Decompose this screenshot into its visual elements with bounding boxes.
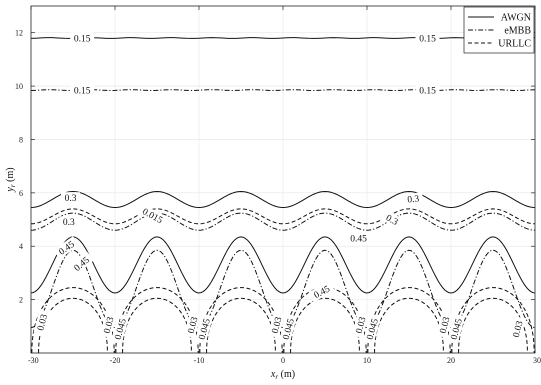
urllc-0045-contour [206, 297, 276, 354]
contour-label-bg [267, 311, 285, 339]
contour-label-bg [308, 281, 335, 303]
contour-label-bg [403, 192, 424, 206]
contour-label-bg [446, 313, 466, 345]
awgn-03-contour [30, 191, 536, 209]
contour-label-bg [346, 232, 371, 244]
y-tick-label: 12 [15, 29, 23, 38]
contour-label: 0.3 [403, 192, 424, 206]
contour-label-text: 0.03 [36, 313, 50, 332]
contour-label-bg [110, 313, 130, 345]
y-tick-label: 2 [19, 296, 23, 305]
x-tick-label: -30 [28, 356, 39, 365]
contour-label-bg [508, 315, 526, 343]
y-tick-label: 10 [15, 82, 23, 91]
urllc-0045-contour [122, 297, 192, 354]
contour-label-bg [61, 192, 80, 204]
contour-label-text: 0.03 [439, 316, 453, 335]
contour-label-bg [68, 251, 95, 276]
awgn-015-contour [30, 37, 536, 39]
contour-label-bg [137, 203, 169, 228]
legend: AWGN eMBB URLLC [463, 6, 535, 54]
contour-label-text: 0.3 [63, 218, 75, 228]
contour-label-bg [70, 32, 95, 44]
contour-label-text: 0.15 [74, 86, 91, 96]
contour-label-bg [362, 313, 382, 345]
legend-label: AWGN [501, 13, 531, 24]
contour-label-bg [415, 84, 440, 96]
contour-label-bg [415, 32, 440, 44]
contour-label-bg [194, 313, 214, 345]
contour-label: 0.3 [61, 192, 80, 204]
contour-label-bg [351, 311, 369, 339]
contour-label-bg [278, 313, 298, 345]
contour-label: 0.03 [183, 311, 201, 339]
contour-label-text: 0.03 [512, 320, 526, 339]
contour-label-bg [99, 311, 117, 339]
legend-label: URLLC [498, 39, 531, 50]
grid-lines [31, 6, 535, 353]
x-tick-label: 30 [533, 356, 541, 365]
contour-label-bg [33, 309, 51, 336]
contour-label-text: 0.03 [271, 316, 285, 335]
contour-label-bg [183, 311, 201, 339]
contour-label-text: 0.45 [350, 235, 367, 245]
contour-label-text: 0.15 [419, 34, 436, 44]
contour-label-text: 0.03 [355, 316, 369, 335]
contour-label: 0.45 [346, 232, 371, 245]
y-tick-label: 4 [19, 242, 23, 251]
contour-label-text: 0.3 [65, 194, 77, 204]
contour-label-text: 0.03 [187, 316, 201, 335]
contour-labels: 0.15 0.150.15 0.150.3 0.30.3 0.30.0150.450.4… [33, 32, 526, 345]
urllc-0045-contour [374, 297, 444, 354]
contour-label: 0.03 [508, 315, 526, 343]
awgn-045-contour [30, 236, 536, 294]
contour-label-bg [70, 84, 95, 96]
y-tick-label: 8 [19, 135, 23, 144]
urllc-003-contour [31, 287, 115, 354]
x-tick-label: -10 [194, 356, 205, 365]
contour-label-text: 0.15 [74, 34, 91, 44]
contour-label-text: 0.3 [407, 194, 420, 205]
embb-015-contour [30, 89, 536, 91]
x-tick-label: 0 [281, 356, 285, 365]
contour-label: 0.15 [415, 32, 440, 44]
legend-label: eMBB [504, 26, 531, 37]
contour-label: 0.03 [351, 311, 369, 339]
y-axis-label: yr (m) [5, 167, 17, 192]
x-axis-label: xr (m) [270, 369, 295, 381]
embb-03-contour [30, 212, 536, 231]
contour-label-bg [435, 311, 453, 339]
y-tick-label: 6 [19, 189, 23, 198]
x-tick-label: -20 [110, 356, 121, 365]
contour-label-text: 0.03 [103, 316, 117, 335]
contour-label: 0.03 [33, 309, 51, 336]
urllc-0045-contour [290, 297, 360, 354]
x-tick-label: 20 [447, 356, 455, 365]
urllc-0015-contour [30, 208, 536, 225]
contour-label: 0.03 [99, 311, 117, 339]
contour-label: 0.15 [70, 32, 95, 44]
contour-label-bg [53, 236, 80, 259]
contour-label: 0.15 [415, 84, 440, 96]
contour-label: 0.03 [435, 311, 453, 339]
axis-ticks: -30 -20 -10 0 10 20 30 2 4 6 8 10 12 [15, 6, 541, 365]
contour-label-bg [59, 216, 79, 228]
contour-label: 0.3 [59, 216, 79, 228]
contour-label: 0.15 [70, 84, 95, 96]
contour-label: 0.03 [267, 311, 285, 339]
contour-label-text: 0.15 [419, 86, 436, 96]
x-tick-label: 10 [363, 356, 371, 365]
contour-label-bg [381, 210, 404, 229]
